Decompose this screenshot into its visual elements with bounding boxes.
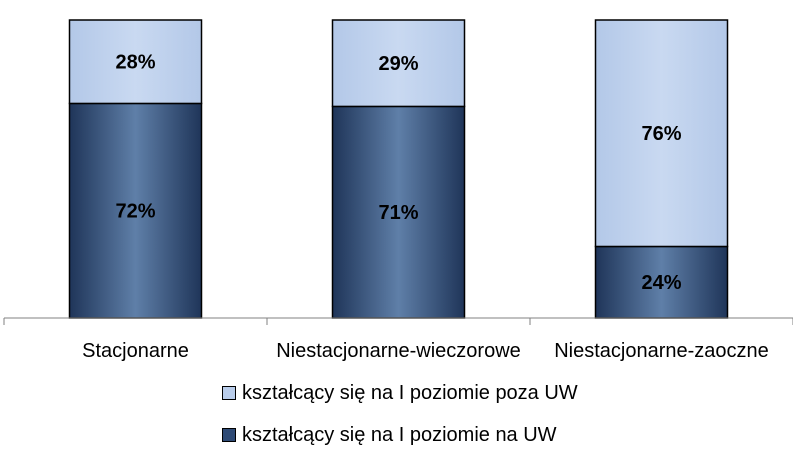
bars-group: 72% 28% 71% 29% 24% 76%: [68, 19, 729, 319]
data-label-outside-uw-1: 28%: [115, 52, 155, 74]
data-label-at-uw-1: 72%: [115, 201, 155, 223]
legend-swatch-outside-uw: [222, 386, 236, 400]
bar-at-uw-3: [594, 245, 729, 319]
legend: kształcący się na I poziomie poza UW ksz…: [222, 380, 578, 464]
bar-at-uw-2: [331, 105, 466, 319]
legend-item-outside-uw: kształcący się na I poziomie poza UW: [222, 380, 578, 406]
category-label-3: Niestacjonarne-zaoczne: [554, 340, 769, 362]
bar-at-uw-1: [68, 102, 203, 319]
category-label-1: Stacjonarne: [82, 340, 189, 362]
legend-item-at-uw: kształcący się na I poziomie na UW: [222, 422, 578, 448]
bar-outside-uw-3: [594, 19, 729, 248]
data-label-at-uw-2: 71%: [378, 202, 418, 224]
category-label-2: Niestacjonarne-wieczorowe: [276, 340, 521, 362]
legend-label-at-uw: kształcący się na I poziomie na UW: [242, 423, 557, 446]
data-label-outside-uw-2: 29%: [378, 53, 418, 75]
data-label-at-uw-3: 24%: [641, 272, 681, 294]
x-axis: [3, 317, 793, 325]
data-label-outside-uw-3: 76%: [641, 123, 681, 145]
bar-outside-uw-1: [68, 19, 203, 105]
legend-swatch-at-uw: [222, 428, 236, 442]
category-labels: Stacjonarne Niestacjonarne-wieczorowe Nies…: [82, 340, 769, 362]
legend-label-outside-uw: kształcący się na I poziomie poza UW: [242, 381, 578, 404]
bar-outside-uw-2: [331, 19, 466, 108]
